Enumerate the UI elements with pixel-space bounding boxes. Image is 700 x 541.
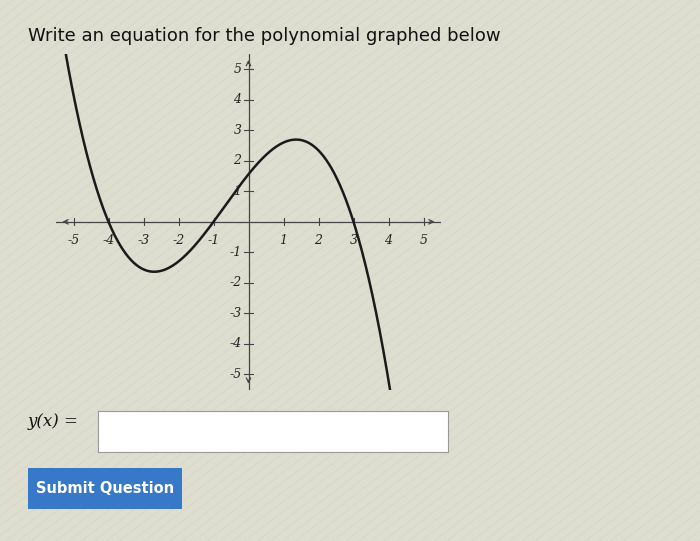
Text: -4: -4 — [102, 234, 115, 247]
Text: Write an equation for the polynomial graphed below: Write an equation for the polynomial gra… — [28, 27, 500, 45]
Text: -3: -3 — [230, 307, 242, 320]
Text: -5: -5 — [67, 234, 80, 247]
Text: y(x) =: y(x) = — [28, 413, 79, 431]
Text: -3: -3 — [137, 234, 150, 247]
Text: 3: 3 — [349, 234, 358, 247]
Text: Submit Question: Submit Question — [36, 481, 174, 496]
Text: 3: 3 — [234, 124, 241, 137]
FancyBboxPatch shape — [22, 468, 188, 509]
Text: 2: 2 — [314, 234, 323, 247]
Text: -2: -2 — [172, 234, 185, 247]
Text: 4: 4 — [234, 94, 241, 107]
Text: -5: -5 — [230, 368, 242, 381]
Text: 1: 1 — [279, 234, 288, 247]
Text: 5: 5 — [234, 63, 241, 76]
Text: -1: -1 — [230, 246, 242, 259]
Text: -1: -1 — [207, 234, 220, 247]
Text: -2: -2 — [230, 276, 242, 289]
Text: 2: 2 — [234, 154, 241, 167]
Text: 4: 4 — [384, 234, 393, 247]
Text: 1: 1 — [234, 185, 241, 198]
Text: -4: -4 — [230, 337, 242, 350]
Text: 5: 5 — [419, 234, 428, 247]
